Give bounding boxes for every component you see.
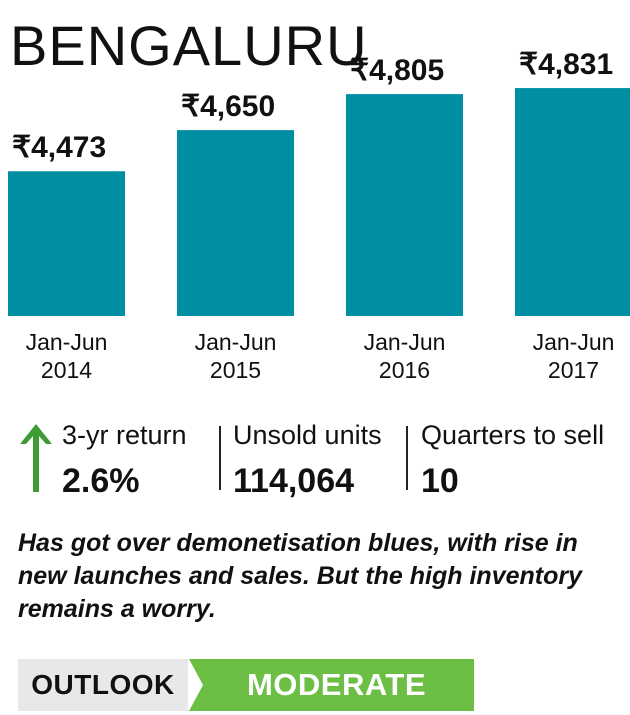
outlook-badge-shape	[189, 659, 474, 711]
outlook-label: OUTLOOK	[18, 659, 188, 711]
x-tick-label: Jan-Jun	[195, 329, 277, 355]
x-tick-label: Jan-Jun	[26, 329, 108, 355]
bar-value-label: ₹4,473	[12, 131, 106, 164]
stat-unsold-value: 114,064	[233, 462, 355, 500]
x-tick-label: 2015	[210, 357, 261, 383]
stat-return: 3-yr return 2.6%	[62, 420, 187, 500]
stat-return-label: 3-yr return	[62, 420, 187, 450]
stat-quarters: Quarters to sell 10	[421, 420, 604, 500]
outlook-value: MODERATE	[246, 667, 427, 702]
bar-value-label: ₹4,650	[181, 90, 275, 123]
bar-2014	[8, 171, 125, 316]
up-arrow-icon	[20, 424, 52, 492]
x-tick-label: Jan-Jun	[533, 329, 615, 355]
stat-return-value: 2.6%	[62, 462, 140, 500]
stat-divider	[406, 426, 408, 490]
x-tick-label: Jan-Jun	[364, 329, 446, 355]
outlook-badge: MODERATE	[189, 659, 474, 711]
stat-divider	[219, 426, 221, 490]
bar-value-label: ₹4,805	[350, 54, 444, 87]
stat-quarters-label: Quarters to sell	[421, 420, 605, 450]
chart-title: BENGALURU	[10, 14, 368, 77]
bar-2015	[177, 130, 294, 316]
bar-value-label: ₹4,831	[519, 48, 613, 81]
summary-text: Has got over demonetisation blues, with …	[18, 529, 583, 623]
stat-quarters-value: 10	[421, 462, 459, 500]
x-tick-label: 2016	[379, 357, 430, 383]
bar-2016	[346, 94, 463, 317]
stat-unsold: Unsold units 114,064	[233, 420, 382, 500]
x-tick-label: 2014	[41, 357, 92, 383]
bar-2017	[515, 88, 630, 316]
stat-unsold-label: Unsold units	[233, 420, 382, 450]
x-tick-label: 2017	[548, 357, 599, 383]
bar-chart: ₹4,473Jan-Jun2014₹4,650Jan-Jun2015₹4,805…	[8, 48, 630, 383]
